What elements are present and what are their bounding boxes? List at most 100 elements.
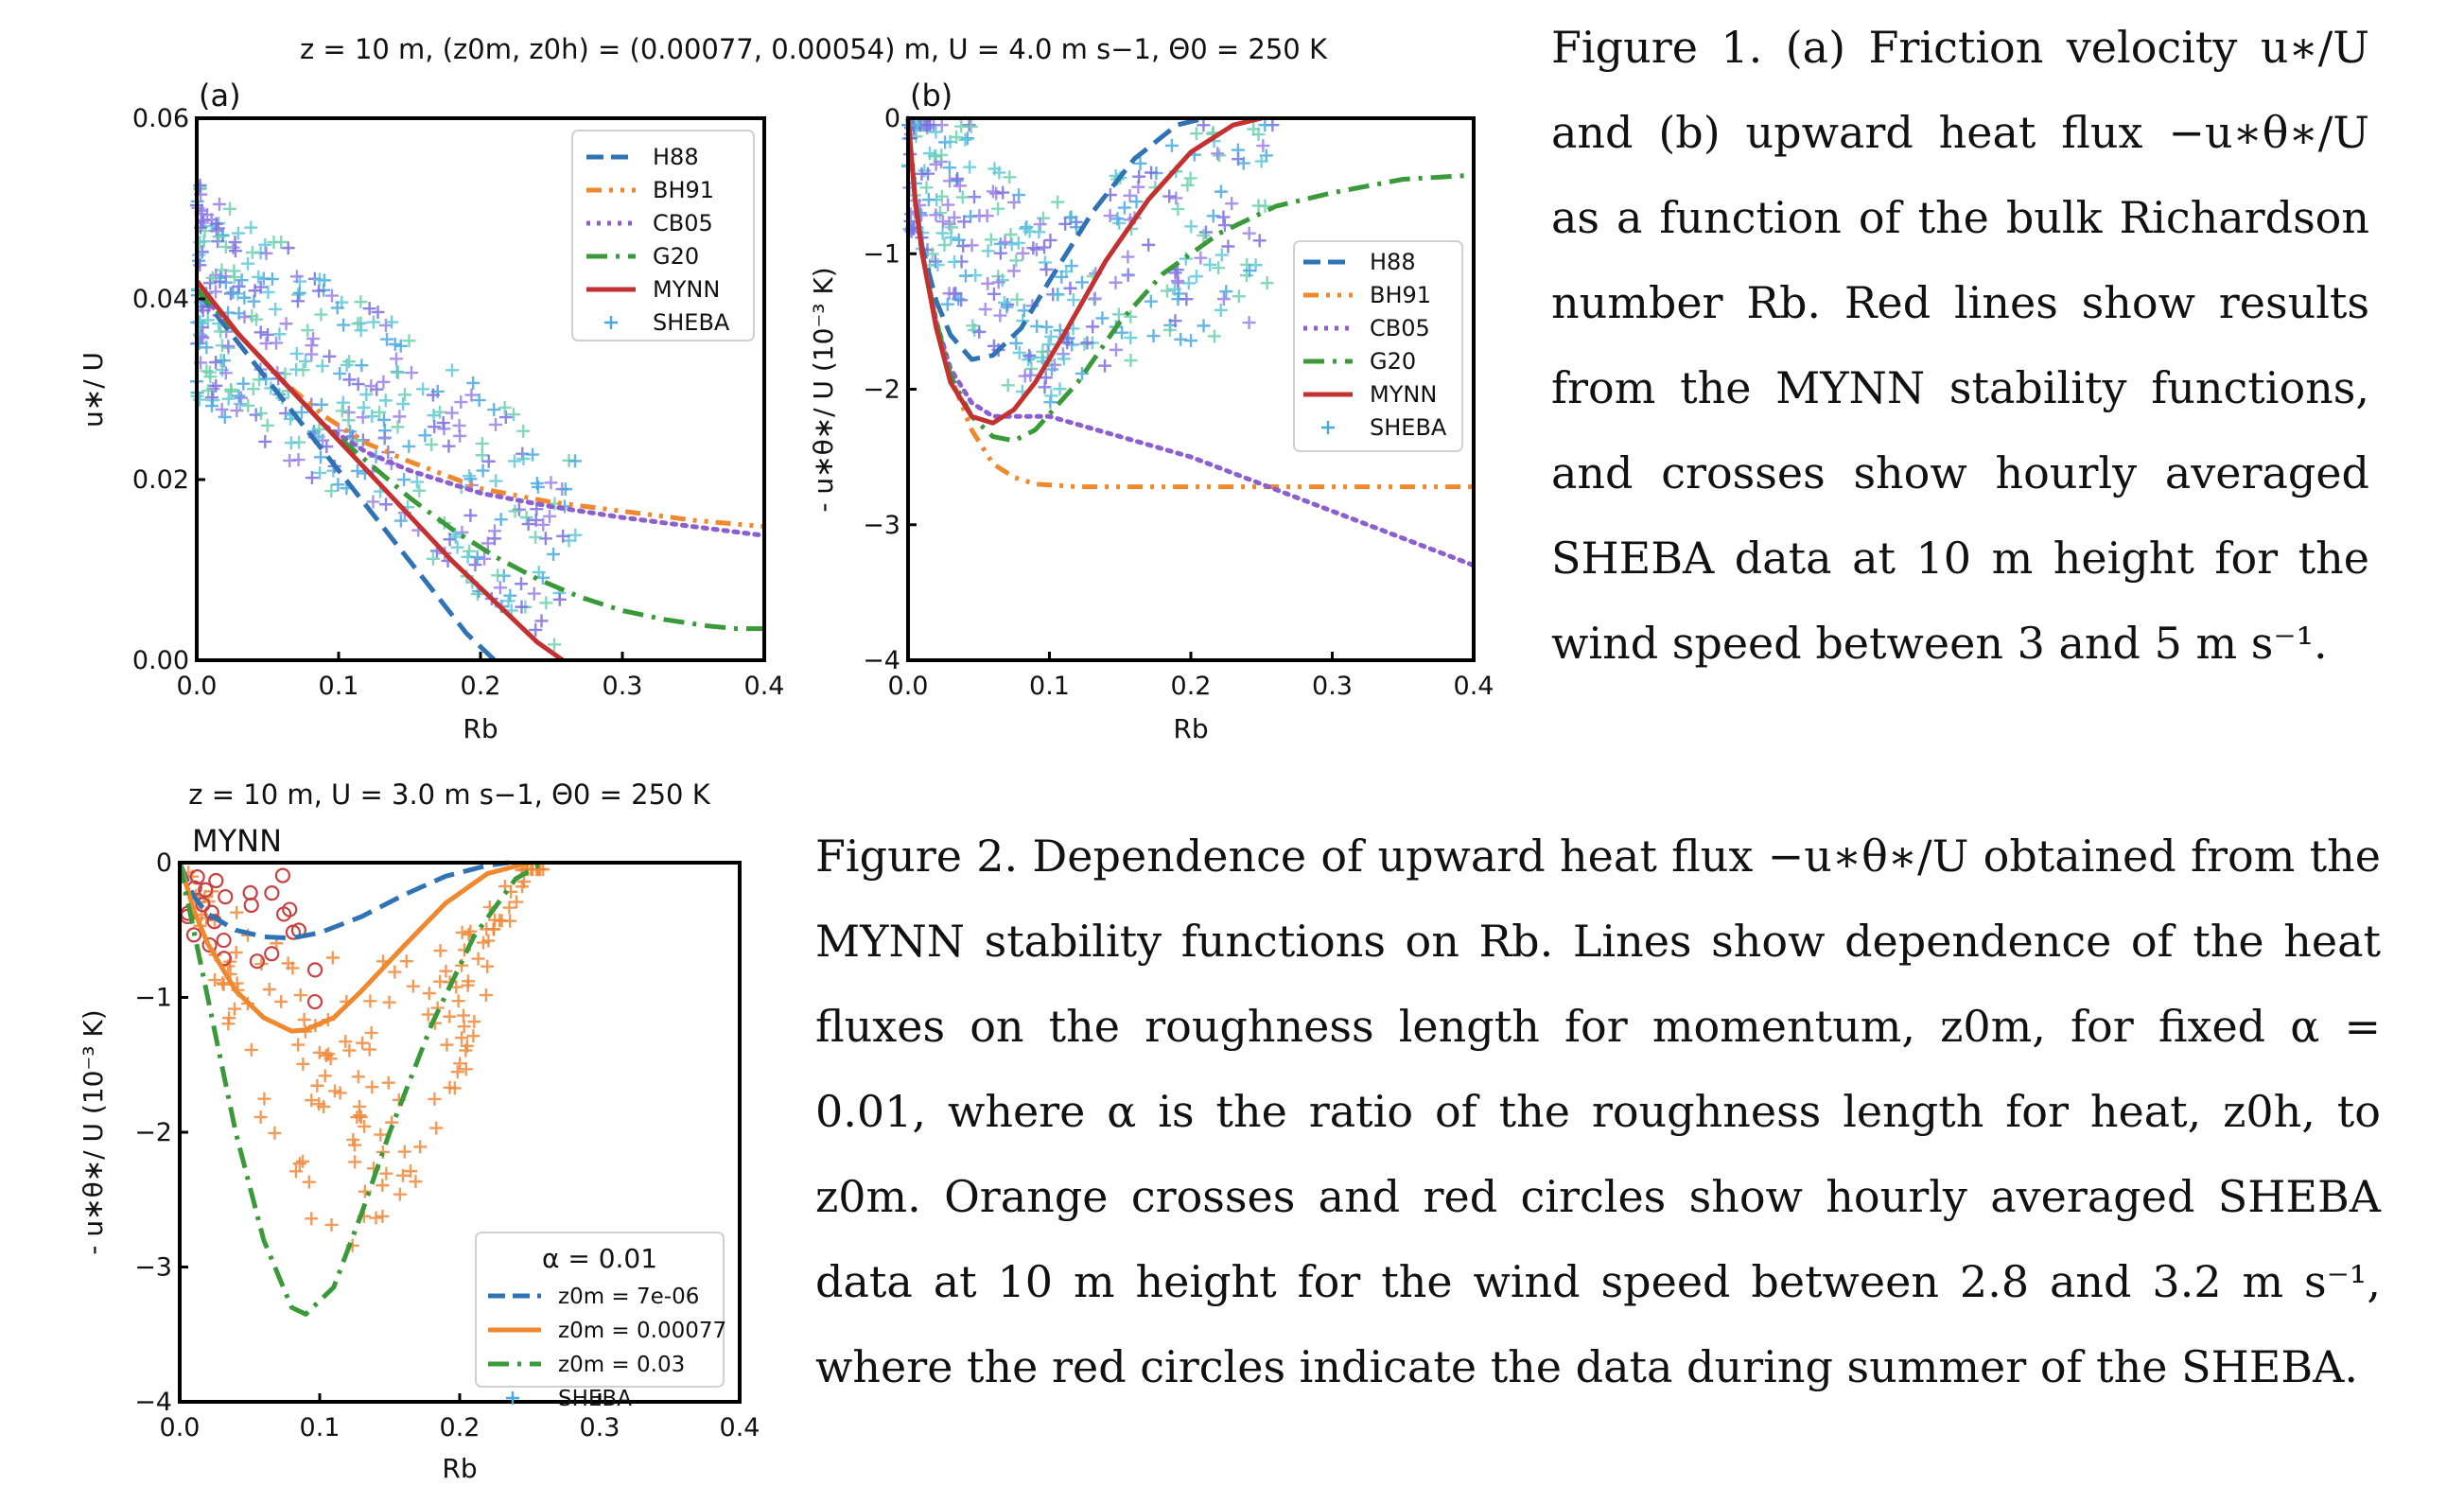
- sheba-marker: [529, 530, 543, 544]
- sheba-marker: [1075, 275, 1090, 289]
- sheba-marker: [955, 190, 970, 204]
- sheba-marker: [443, 533, 457, 547]
- sheba-marker: [1058, 217, 1073, 231]
- legend-label: z0m = 0.03: [558, 1353, 685, 1377]
- sheba-marker: [342, 1043, 357, 1058]
- sheba-marker: [1219, 285, 1233, 299]
- legend-label: G20: [1370, 348, 1416, 375]
- sheba-marker: [413, 1140, 428, 1154]
- sheba-summer-marker: [203, 904, 219, 920]
- sheba-marker: [463, 469, 477, 483]
- sheba-marker: [396, 396, 411, 411]
- sheba-marker: [1036, 211, 1050, 225]
- sheba-marker: [952, 233, 966, 247]
- sheba-marker: [322, 1047, 336, 1061]
- sheba-marker: [377, 430, 392, 445]
- sheba-marker: [250, 312, 264, 326]
- sheba-marker: [931, 258, 945, 272]
- sheba-marker: [1001, 378, 1015, 393]
- sheba-marker: [244, 220, 258, 235]
- sheba-marker: [1217, 219, 1232, 233]
- sheba-marker: [378, 318, 393, 332]
- sheba-marker: [1162, 189, 1177, 203]
- sheba-marker: [443, 1009, 457, 1023]
- sheba-marker: [377, 412, 392, 427]
- sheba-marker: [402, 439, 416, 453]
- x-tick-label: 0.1: [319, 672, 359, 701]
- sheba-marker: [919, 181, 934, 195]
- legend-label: z0m = 7e-06: [558, 1285, 699, 1309]
- sheba-marker: [996, 185, 1010, 200]
- sheba-marker: [1029, 242, 1043, 256]
- sheba-marker: [284, 436, 298, 450]
- sheba-marker: [412, 483, 427, 498]
- sheba-marker: [235, 273, 249, 288]
- sheba-marker: [547, 547, 561, 561]
- sheba-marker: [269, 302, 283, 316]
- sheba-marker: [508, 454, 522, 468]
- sheba-marker: [476, 463, 490, 478]
- sheba-marker: [391, 365, 405, 379]
- sheba-marker: [463, 544, 477, 558]
- sheba-marker: [1117, 201, 1131, 215]
- sheba-marker: [1164, 138, 1179, 152]
- legend-label: z0m = 0.00077: [558, 1319, 726, 1343]
- sheba-marker: [556, 529, 570, 543]
- sheba-marker: [241, 256, 255, 271]
- y-tick-label: 0.02: [132, 465, 189, 495]
- y-tick-label: 0.04: [132, 285, 189, 314]
- sheba-marker: [1038, 380, 1052, 394]
- sheba-marker: [487, 403, 501, 417]
- sheba-marker: [494, 513, 508, 527]
- panel-a-axes: 0.0 0.1 0.2 0.3 0.4 0.00 0.02 0.04 0.06: [132, 104, 785, 701]
- sheba-marker: [418, 428, 432, 443]
- sheba-marker: [568, 528, 583, 542]
- sheba-marker: [1121, 269, 1135, 283]
- fig2-xlabel: Rb: [442, 1453, 477, 1484]
- sheba-marker: [405, 366, 419, 380]
- sheba-marker: [257, 1092, 271, 1106]
- sheba-marker: [1146, 329, 1161, 343]
- legend-label: CB05: [653, 210, 713, 236]
- sheba-marker: [489, 474, 503, 488]
- sheba-marker: [402, 334, 416, 348]
- sheba-marker: [396, 1168, 411, 1182]
- sheba-marker: [1179, 252, 1193, 266]
- sheba-marker: [452, 418, 466, 432]
- sheba-marker: [481, 536, 495, 551]
- sheba-marker: [281, 241, 295, 255]
- sheba-marker: [475, 448, 489, 463]
- sheba-marker: [462, 974, 476, 988]
- sheba-summer-marker: [208, 872, 224, 889]
- sheba-marker: [998, 235, 1012, 249]
- sheba-marker: [318, 1069, 332, 1083]
- sheba-marker: [470, 551, 484, 565]
- sheba-marker: [460, 1039, 474, 1053]
- sheba-marker: [274, 994, 288, 1008]
- sheba-marker: [454, 395, 468, 410]
- sheba-marker: [217, 977, 231, 991]
- fig2-legend: α = 0.01 z0m = 7e-06 z0m = 0.00077 z0m = 0…: [475, 1232, 726, 1411]
- sheba-marker: [436, 416, 450, 430]
- sheba-marker: [937, 237, 952, 252]
- sheba-marker: [371, 305, 385, 319]
- sheba-marker: [312, 1045, 326, 1059]
- sheba-marker: [404, 1164, 418, 1179]
- series-line-h88: [905, 115, 1206, 362]
- sheba-marker: [323, 349, 337, 363]
- sheba-marker: [1109, 342, 1123, 357]
- sheba-marker: [1023, 368, 1038, 382]
- sheba-marker: [1203, 257, 1217, 271]
- sheba-marker: [373, 405, 387, 419]
- sheba-marker: [530, 477, 544, 491]
- sheba-marker: [236, 376, 251, 391]
- sheba-marker: [941, 198, 955, 212]
- sheba-marker: [358, 1184, 372, 1198]
- y-tick-label: −3: [863, 511, 900, 540]
- sheba-marker: [558, 482, 572, 497]
- sheba-marker: [333, 1086, 347, 1100]
- sheba-marker: [463, 508, 478, 522]
- sheba-marker: [382, 995, 396, 1009]
- sheba-marker: [205, 271, 219, 285]
- sheba-marker: [466, 1029, 481, 1043]
